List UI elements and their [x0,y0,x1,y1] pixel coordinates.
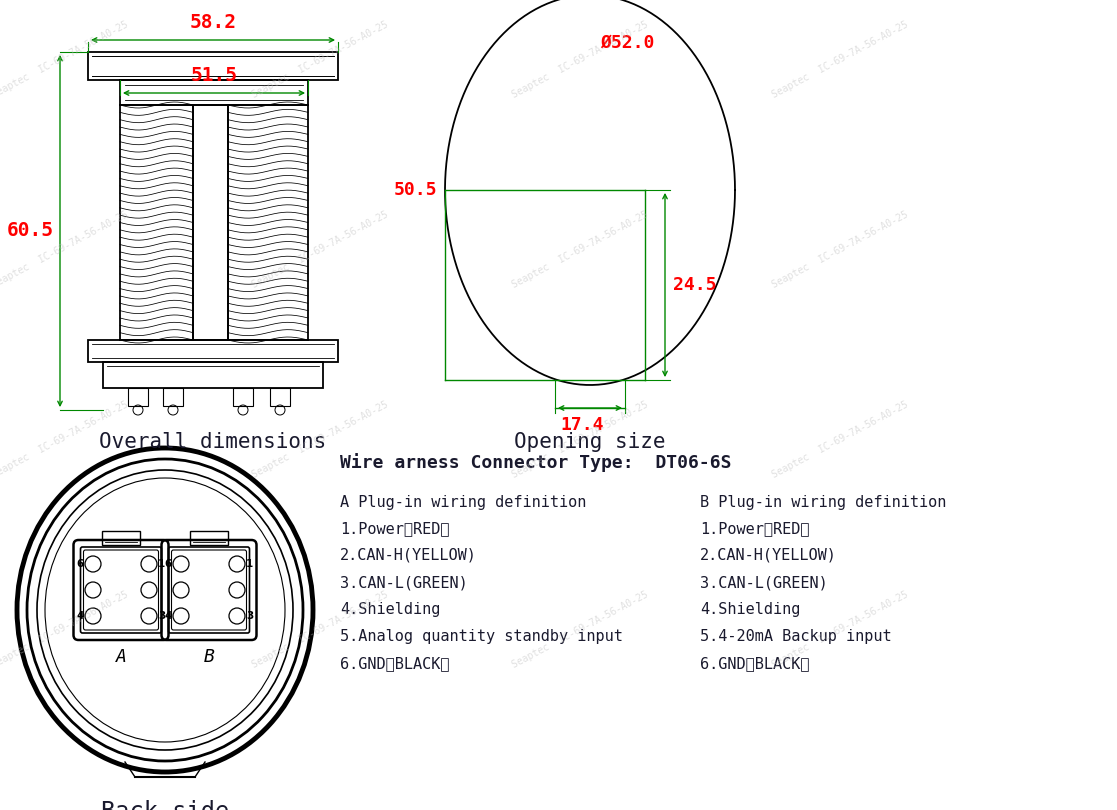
Text: 3.CAN-L(GREEN): 3.CAN-L(GREEN) [340,575,468,590]
Text: A Plug-in wiring definition: A Plug-in wiring definition [340,495,586,510]
Text: Seaptec  IC-69-7A-56-A0-25: Seaptec IC-69-7A-56-A0-25 [0,210,130,290]
Text: 51.5: 51.5 [191,66,238,85]
Text: 24.5: 24.5 [674,276,716,294]
Text: 4.Shielding: 4.Shielding [700,602,801,617]
Text: Seaptec  IC-69-7A-56-A0-25: Seaptec IC-69-7A-56-A0-25 [250,210,390,290]
Text: 4.Shielding: 4.Shielding [340,602,440,617]
Text: 58.2: 58.2 [190,13,237,32]
Text: 17.4: 17.4 [560,416,603,434]
Text: Seaptec  IC-69-7A-56-A0-25: Seaptec IC-69-7A-56-A0-25 [250,399,390,480]
Text: A: A [115,648,126,666]
Text: Seaptec  IC-69-7A-56-A0-25: Seaptec IC-69-7A-56-A0-25 [250,590,390,670]
Text: Seaptec  IC-69-7A-56-A0-25: Seaptec IC-69-7A-56-A0-25 [510,590,650,670]
Text: 5.4-20mA Backup input: 5.4-20mA Backup input [700,629,891,644]
Text: Seaptec  IC-69-7A-56-A0-25: Seaptec IC-69-7A-56-A0-25 [771,19,909,100]
Text: Seaptec  IC-69-7A-56-A0-25: Seaptec IC-69-7A-56-A0-25 [510,210,650,290]
Text: Seaptec  IC-69-7A-56-A0-25: Seaptec IC-69-7A-56-A0-25 [771,399,909,480]
Text: Seaptec  IC-69-7A-56-A0-25: Seaptec IC-69-7A-56-A0-25 [771,210,909,290]
Text: 1.Power（RED）: 1.Power（RED） [340,521,449,536]
Text: 1: 1 [157,559,165,569]
Text: Seaptec  IC-69-7A-56-A0-25: Seaptec IC-69-7A-56-A0-25 [0,590,130,670]
Text: 2.CAN-H(YELLOW): 2.CAN-H(YELLOW) [700,548,837,563]
Text: Seaptec  IC-69-7A-56-A0-25: Seaptec IC-69-7A-56-A0-25 [0,399,130,480]
Text: Opening size: Opening size [514,432,666,452]
Text: B Plug-in wiring definition: B Plug-in wiring definition [700,495,946,510]
Text: 3: 3 [157,611,165,621]
Text: Seaptec  IC-69-7A-56-A0-25: Seaptec IC-69-7A-56-A0-25 [771,590,909,670]
Text: 6: 6 [77,559,84,569]
Text: 5.Analog quantity standby input: 5.Analog quantity standby input [340,629,623,644]
Text: Seaptec  IC-69-7A-56-A0-25: Seaptec IC-69-7A-56-A0-25 [510,399,650,480]
Text: Seaptec  IC-69-7A-56-A0-25: Seaptec IC-69-7A-56-A0-25 [510,19,650,100]
Text: 1: 1 [246,559,254,569]
Text: Overall dimensions: Overall dimensions [99,432,326,452]
Text: 4: 4 [77,611,84,621]
Text: 3: 3 [246,611,254,621]
Text: Ø52.0: Ø52.0 [600,34,655,52]
Text: 2.CAN-H(YELLOW): 2.CAN-H(YELLOW) [340,548,477,563]
Text: 6.GND（BLACK）: 6.GND（BLACK） [340,656,449,671]
Text: 50.5: 50.5 [393,181,437,199]
Text: 6: 6 [164,559,172,569]
Text: Seaptec  IC-69-7A-56-A0-25: Seaptec IC-69-7A-56-A0-25 [0,19,130,100]
Text: Wire arness Connector Type:  DT06-6S: Wire arness Connector Type: DT06-6S [340,453,732,472]
Text: 60.5: 60.5 [7,221,54,241]
Text: Seaptec  IC-69-7A-56-A0-25: Seaptec IC-69-7A-56-A0-25 [250,19,390,100]
Text: 1.Power（RED）: 1.Power（RED） [700,521,810,536]
Text: 3.CAN-L(GREEN): 3.CAN-L(GREEN) [700,575,828,590]
Text: 6.GND（BLACK）: 6.GND（BLACK） [700,656,810,671]
Text: Back side: Back side [101,800,229,810]
Text: 4: 4 [164,611,172,621]
Text: B: B [203,648,214,666]
